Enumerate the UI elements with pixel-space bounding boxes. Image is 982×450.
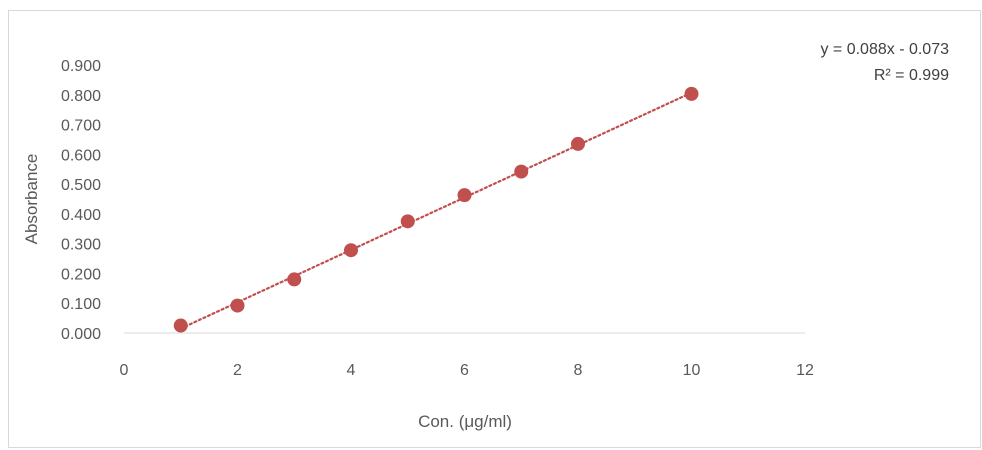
y-tick-label: 0.400 [61, 207, 101, 224]
x-tick-label: 4 [347, 362, 356, 379]
data-point [684, 86, 699, 101]
data-points [173, 86, 699, 333]
y-tick-label: 0.900 [61, 58, 101, 75]
data-point [571, 136, 585, 151]
x-tick-label: 12 [796, 362, 814, 379]
data-point [400, 214, 415, 229]
y-tick-label: 0.300 [61, 237, 101, 254]
chart-frame [8, 10, 981, 448]
data-point [514, 164, 529, 179]
x-tick-labels: 0 2 4 6 8 10 12 [120, 362, 814, 379]
trendline-group [179, 91, 693, 330]
data-point [230, 298, 245, 313]
data-point [344, 243, 358, 258]
data-point [457, 188, 472, 203]
y-tick-label: 0.800 [61, 88, 101, 105]
y-tick-label: 0.100 [61, 296, 101, 313]
y-tick-label: 0.000 [61, 326, 101, 343]
x-tick-label: 6 [460, 362, 469, 379]
trendline-equation: y = 0.088x - 0.073 [820, 41, 949, 58]
data-point [287, 272, 302, 287]
y-tick-label: 0.700 [61, 118, 101, 135]
y-tick-label: 0.200 [61, 266, 101, 283]
y-axis-title: Absorbance [22, 154, 41, 245]
x-tick-label: 2 [233, 362, 242, 379]
y-tick-labels: 0.000 0.100 0.200 0.300 0.400 0.500 0.600 0.700… [61, 58, 101, 343]
x-tick-label: 10 [683, 362, 701, 379]
r-squared-label: R² = 0.999 [874, 67, 949, 84]
trendline [179, 91, 693, 330]
y-tick-label: 0.500 [61, 177, 101, 194]
data-point [173, 318, 188, 333]
x-tick-label: 0 [120, 362, 129, 379]
x-axis-title: Con. (μg/ml) [418, 412, 512, 431]
x-tick-label: 8 [574, 362, 583, 379]
y-tick-label: 0.600 [61, 147, 101, 164]
